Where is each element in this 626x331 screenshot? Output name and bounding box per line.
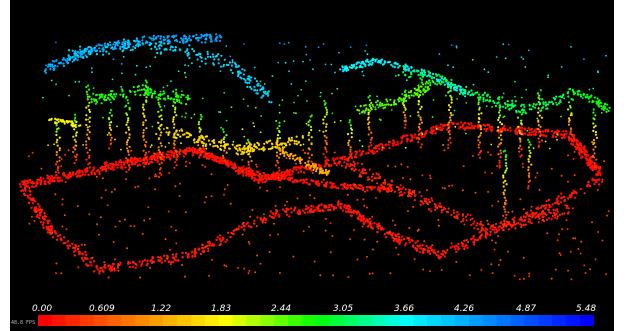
colorbar-segment bbox=[204, 315, 220, 326]
colorbar-segment bbox=[149, 315, 164, 326]
colorbar-tick: 4.26 bbox=[454, 304, 475, 314]
colorbar-segment bbox=[343, 315, 359, 326]
colorbar-tick: 5.48 bbox=[576, 304, 597, 314]
colorbar-segment bbox=[38, 315, 53, 326]
colorbar-segment bbox=[316, 315, 331, 326]
colorbar-segment bbox=[455, 315, 470, 326]
colorbar bbox=[38, 315, 594, 326]
colorbar-segment bbox=[399, 315, 414, 326]
colorbar-segment bbox=[135, 315, 150, 326]
colorbar-segment bbox=[510, 315, 526, 326]
colorbar-segment bbox=[329, 315, 345, 326]
colorbar-segment bbox=[427, 315, 442, 326]
colorbar-tick: 3.05 bbox=[333, 304, 354, 314]
colorbar-segment bbox=[93, 315, 109, 326]
colorbar-segment bbox=[524, 315, 539, 326]
colorbar-segment bbox=[552, 315, 567, 326]
colorbar-segment bbox=[107, 315, 122, 326]
colorbar-segment bbox=[260, 315, 275, 326]
colorbar-tick: 0.609 bbox=[89, 304, 115, 314]
colorbar-tick: 2.44 bbox=[271, 304, 292, 314]
colorbar-segment bbox=[274, 315, 289, 326]
colorbar-tick: 0.00 bbox=[32, 304, 53, 314]
colorbar-segment bbox=[177, 315, 192, 326]
colorbar-tick-labels: 0.00 0.609 1.22 1.83 2.44 3.05 3.66 4.26… bbox=[10, 304, 614, 316]
colorbar-segment bbox=[65, 315, 81, 326]
colorbar-segment bbox=[232, 315, 248, 326]
colorbar-tick: 4.87 bbox=[516, 304, 537, 314]
colorbar-segment bbox=[246, 315, 261, 326]
colorbar-segment bbox=[580, 315, 594, 326]
colorbar-segment bbox=[51, 315, 67, 326]
point-cloud-viewport[interactable]: 0.00 0.609 1.22 1.83 2.44 3.05 3.66 4.26… bbox=[10, 0, 614, 331]
colorbar-segment bbox=[302, 315, 317, 326]
colorbar-segment bbox=[121, 315, 136, 326]
colorbar-segment bbox=[385, 315, 400, 326]
colorbar-segment bbox=[468, 315, 484, 326]
colorbar-segment bbox=[371, 315, 387, 326]
colorbar-segment bbox=[413, 315, 428, 326]
colorbar-segment bbox=[441, 315, 456, 326]
colorbar-segment bbox=[482, 315, 498, 326]
fps-counter: 48.8 FPS bbox=[11, 320, 36, 326]
colorbar-segment bbox=[357, 315, 373, 326]
colorbar-tick: 3.66 bbox=[394, 304, 415, 314]
point-cloud-canvas[interactable] bbox=[10, 0, 614, 300]
colorbar-segment bbox=[218, 315, 234, 326]
colorbar-segment bbox=[79, 315, 95, 326]
colorbar-segment bbox=[163, 315, 178, 326]
colorbar-segment bbox=[538, 315, 553, 326]
colorbar-segment bbox=[566, 315, 581, 326]
colorbar-segment bbox=[288, 315, 303, 326]
colorbar-segment bbox=[496, 315, 512, 326]
colorbar-segment bbox=[190, 315, 206, 326]
colorbar-tick: 1.22 bbox=[151, 304, 172, 314]
colorbar-tick: 1.83 bbox=[211, 304, 232, 314]
